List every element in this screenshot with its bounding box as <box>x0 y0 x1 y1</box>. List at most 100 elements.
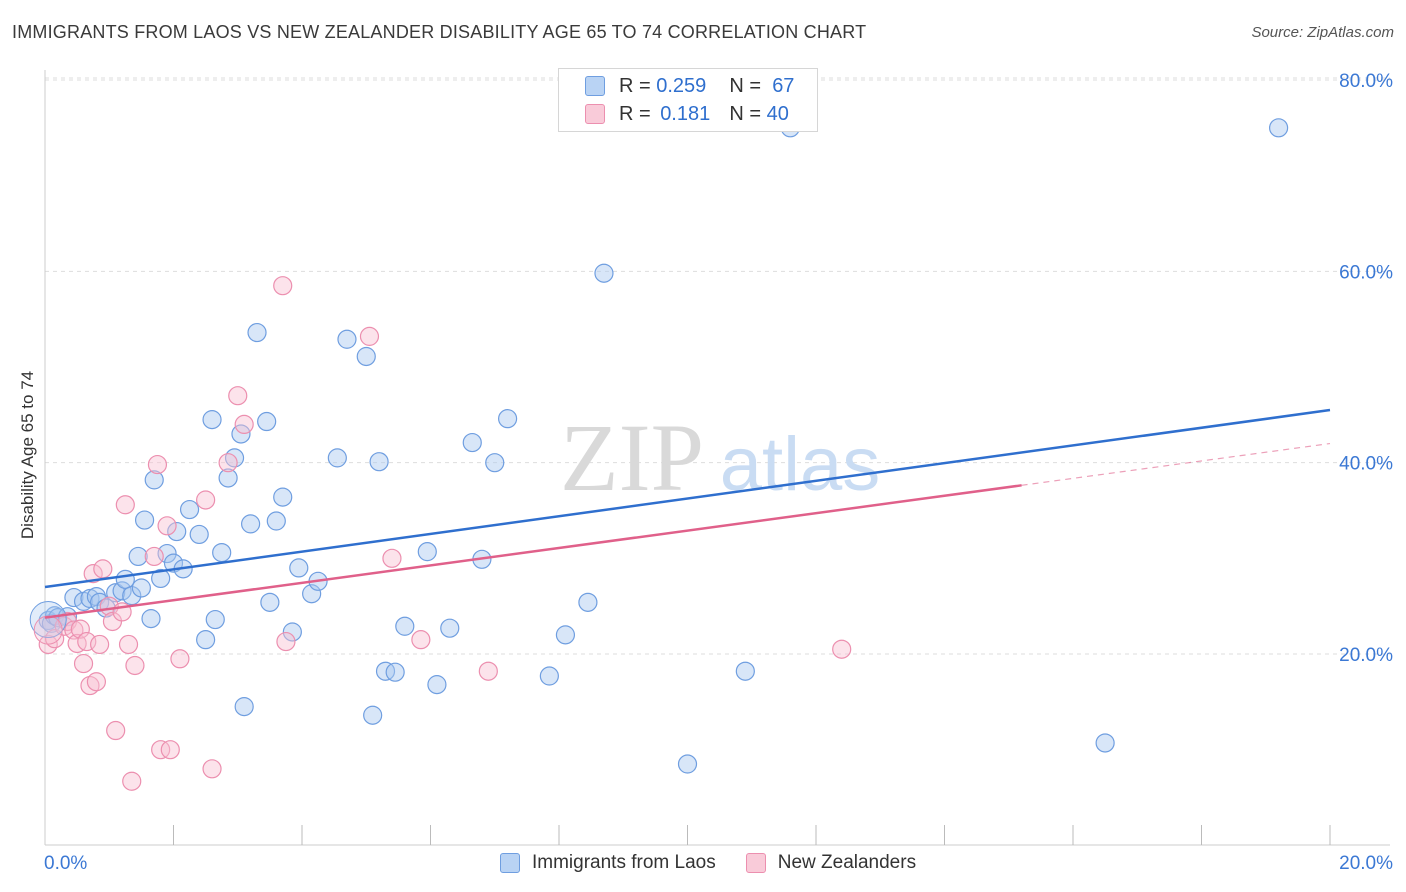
series-legend-label: New Zealanders <box>777 852 917 873</box>
point-laos <box>385 662 405 682</box>
point-laos <box>128 546 148 567</box>
point-nz <box>157 516 177 536</box>
point-nz <box>382 548 402 568</box>
point-laos <box>302 584 322 604</box>
point-laos <box>202 410 222 430</box>
point-nz <box>86 672 107 692</box>
point-nz <box>218 453 238 473</box>
point-laos <box>395 616 415 636</box>
point-laos <box>498 409 518 429</box>
point-laos <box>440 618 460 638</box>
source-credit: Source: ZipAtlas.com <box>1251 24 1394 41</box>
point-laos <box>282 622 302 642</box>
legend-n-value: 67 <box>772 74 795 97</box>
point-nz <box>125 655 145 676</box>
point-laos <box>327 448 347 468</box>
point-laos <box>337 329 357 349</box>
legend-r-value: 0.181 <box>660 102 711 125</box>
point-nz <box>118 634 139 655</box>
point-laos <box>144 470 164 490</box>
trend-line-nz-extension <box>1021 442 1331 486</box>
point-nz <box>93 559 113 579</box>
point-laos <box>131 578 151 598</box>
series-swatch-laos <box>500 853 520 873</box>
point-nz <box>832 639 852 659</box>
point-nz <box>202 759 222 779</box>
watermark-zip: ZIP <box>560 404 704 511</box>
trend-line-nz <box>44 484 1022 619</box>
series-legend: Immigrants from Laos New Zealanders <box>500 852 946 874</box>
point-laos <box>594 263 614 283</box>
point-laos <box>427 675 447 695</box>
series-legend-label: Immigrants from Laos <box>532 852 716 873</box>
x-tick-label: 0.0% <box>44 853 87 874</box>
point-nz <box>70 619 90 639</box>
trend-line-laos <box>44 408 1331 589</box>
point-laos <box>134 510 155 530</box>
point-nz <box>228 386 248 406</box>
legend-row-nz: R = 0.181 N = 40 <box>585 101 789 127</box>
point-nz <box>106 720 126 741</box>
point-laos <box>241 514 261 534</box>
y-tick-label: 40.0% <box>1339 454 1393 475</box>
point-laos <box>289 558 309 578</box>
point-laos <box>363 705 383 725</box>
point-nz <box>147 454 168 475</box>
point-nz <box>90 634 110 655</box>
point-laos <box>1095 733 1115 753</box>
legend-swatch-nz <box>585 104 605 124</box>
point-nz <box>170 649 190 669</box>
point-laos <box>260 592 280 612</box>
watermark-atlas: atlas <box>720 422 881 507</box>
point-laos <box>485 453 505 473</box>
point-nz <box>144 546 164 567</box>
point-nz <box>115 495 135 515</box>
y-tick-label: 20.0% <box>1339 645 1393 666</box>
point-laos <box>356 346 376 367</box>
point-laos <box>462 432 482 453</box>
point-laos <box>677 754 698 774</box>
legend-n-value: 40 <box>766 102 789 125</box>
point-nz <box>33 615 63 645</box>
y-tick-label: 60.0% <box>1339 262 1393 283</box>
point-laos <box>273 487 293 507</box>
point-laos <box>234 697 254 717</box>
series-legend-item-laos[interactable]: Immigrants from Laos <box>500 852 716 874</box>
point-nz <box>478 661 498 681</box>
point-laos <box>151 568 171 589</box>
point-nz <box>67 633 87 654</box>
point-nz <box>276 631 296 652</box>
legend-n-label: N = <box>729 74 762 97</box>
point-laos <box>369 452 389 472</box>
point-laos <box>735 661 755 681</box>
series-legend-item-nz[interactable]: New Zealanders <box>745 852 917 874</box>
point-nz <box>411 630 431 650</box>
point-nz <box>273 276 293 296</box>
legend-r-label: R = <box>619 102 651 125</box>
correlation-legend: R = 0.259 N = 67 R = 0.181 N = 40 <box>558 68 818 132</box>
y-axis-label: Disability Age 65 to 74 <box>18 370 37 540</box>
point-laos <box>112 581 132 601</box>
point-laos <box>115 569 135 589</box>
point-nz <box>160 740 180 760</box>
trend-lines <box>44 408 1331 619</box>
chart-title: IMMIGRANTS FROM LAOS VS NEW ZEALANDER DI… <box>12 22 867 42</box>
point-nz <box>151 740 171 760</box>
legend-r-label: R = <box>619 74 651 97</box>
point-laos <box>375 661 396 681</box>
point-laos <box>539 666 559 686</box>
legend-r-value: 0.259 <box>656 74 707 97</box>
point-laos <box>189 524 209 545</box>
point-nz <box>359 326 380 346</box>
point-laos <box>167 521 187 542</box>
tick-labels: 20.0% 40.0% 60.0% 80.0% 0.0% 20.0% <box>44 71 1393 874</box>
grid-lines <box>45 77 1390 655</box>
point-laos <box>179 499 200 520</box>
point-laos <box>247 322 267 343</box>
point-laos <box>257 411 277 432</box>
point-laos <box>218 468 238 488</box>
point-nz <box>234 414 254 434</box>
point-laos <box>1268 118 1289 138</box>
y-tick-label: 80.0% <box>1339 71 1393 92</box>
watermark: ZIP atlas <box>560 404 880 511</box>
